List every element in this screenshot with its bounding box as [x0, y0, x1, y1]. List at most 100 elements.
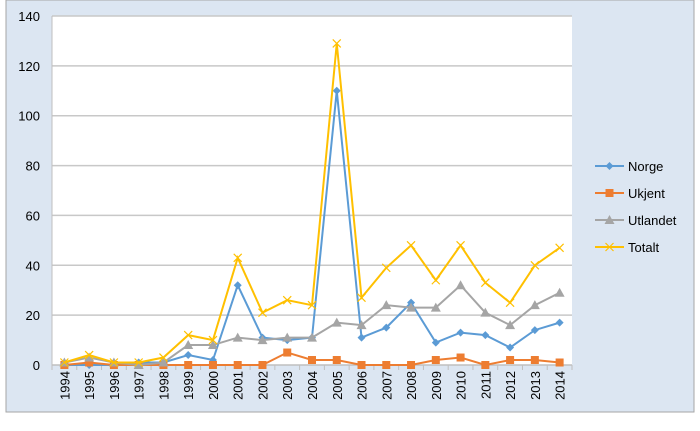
square-marker [184, 361, 193, 369]
square-marker [407, 361, 416, 369]
x-marker [480, 278, 490, 288]
x-tick-label: 2013 [528, 371, 543, 400]
x-tick-label: 2003 [280, 371, 295, 400]
triangle-marker [430, 302, 441, 312]
x-tick-label: 2002 [255, 371, 270, 400]
x-marker [84, 350, 94, 360]
legend-item-norge: Norge [595, 159, 663, 174]
triangle-marker [455, 280, 466, 290]
y-tick-label: 100 [18, 109, 40, 124]
legend: Norge Ukjent Utlandet Totalt [595, 159, 677, 255]
triangle-marker [529, 300, 540, 310]
square-marker [85, 358, 94, 367]
triangle-marker [554, 287, 565, 297]
diamond-marker [184, 351, 193, 360]
square-marker [332, 356, 341, 365]
x-tick-label: 2000 [206, 371, 221, 400]
square-marker [555, 358, 564, 367]
square-marker [357, 361, 366, 369]
triangle-marker [307, 332, 317, 342]
diamond-marker [332, 86, 341, 95]
legend-item-ukjent: Ukjent [595, 186, 665, 201]
triangle-marker [406, 302, 417, 312]
triangle-marker [282, 332, 293, 342]
diamond-marker [530, 326, 539, 335]
square-marker [233, 361, 242, 369]
square-marker [258, 361, 267, 369]
x-marker [530, 260, 540, 270]
square-marker [382, 361, 391, 369]
diamond-marker [555, 318, 564, 327]
x-marker [134, 358, 144, 367]
diamond-marker [431, 338, 440, 347]
x-marker [59, 358, 69, 367]
legend-label: Ukjent [628, 186, 665, 201]
x-tick-label: 2009 [429, 371, 444, 400]
triangle-marker [133, 360, 144, 369]
square-marker [481, 361, 490, 369]
x-marker [357, 293, 366, 303]
square-marker [431, 356, 440, 365]
square-marker [530, 356, 539, 365]
x-marker [555, 243, 565, 253]
x-marker [456, 240, 465, 250]
x-marker [183, 330, 193, 340]
x-marker [406, 240, 416, 250]
legend-item-totalt: Totalt [595, 240, 659, 255]
x-tick-label: 2014 [553, 371, 568, 400]
square-marker [308, 356, 316, 365]
triangle-marker [158, 357, 169, 367]
y-tick-label: 0 [33, 358, 40, 373]
y-tick-label: 20 [26, 308, 40, 323]
legend-label: Norge [628, 159, 663, 174]
diamond-marker [481, 331, 490, 340]
triangle-marker [381, 300, 392, 310]
x-marker [233, 253, 243, 263]
triangle-marker [183, 340, 194, 350]
x-tick-label: 1996 [107, 371, 122, 400]
x-tick-label: 2012 [503, 371, 518, 400]
triangle-marker [84, 352, 95, 362]
x-marker [505, 298, 515, 308]
x-marker [109, 358, 119, 367]
x-tick-label: 2011 [478, 371, 493, 399]
x-tick-label: 1994 [57, 371, 72, 400]
x-tick-label: 2001 [231, 371, 246, 400]
x-tick-label: 2008 [404, 371, 419, 400]
x-tick-label: 1999 [181, 371, 196, 400]
series-utlandet [59, 280, 565, 369]
triangle-marker [356, 320, 367, 330]
square-marker [283, 348, 292, 357]
triangle-marker [331, 317, 342, 327]
y-tick-label: 40 [26, 258, 40, 273]
series-totalt [59, 38, 565, 367]
y-tick-label: 60 [26, 208, 40, 223]
x-marker [258, 308, 267, 318]
x-marker [307, 300, 317, 310]
triangle-marker [505, 320, 516, 330]
x-tick-label: 2007 [379, 371, 394, 400]
diamond-marker [605, 162, 614, 170]
square-marker [208, 361, 217, 369]
diamond-marker [357, 333, 366, 342]
x-marker [208, 335, 218, 345]
diamond-marker [456, 328, 465, 337]
legend-label: Utlandet [628, 213, 677, 228]
y-tick-label: 140 [18, 9, 40, 24]
triangle-marker [257, 335, 268, 345]
x-marker [282, 295, 292, 305]
x-marker [381, 263, 391, 273]
x-tick-label: 1995 [82, 371, 97, 400]
diamond-marker [506, 343, 515, 352]
legend-item-utlandet: Utlandet [595, 213, 677, 228]
plot-area [52, 16, 572, 365]
square-marker [605, 189, 614, 197]
legend-label: Totalt [628, 240, 659, 255]
triangle-marker [232, 332, 243, 342]
triangle-marker [480, 307, 491, 317]
x-tick-label: 1997 [132, 371, 147, 400]
x-marker [431, 275, 441, 285]
y-tick-label: 80 [26, 159, 40, 174]
x-marker [332, 38, 342, 48]
square-marker [506, 356, 515, 365]
